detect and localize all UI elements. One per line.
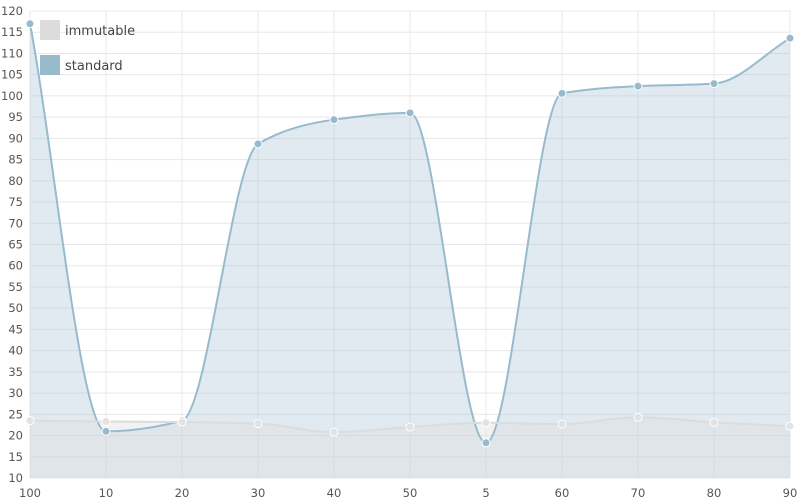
series-points [25,19,795,448]
y-tick-label-20: 20 [8,429,23,443]
y-tick-label-80: 80 [8,174,23,188]
x-tick-label-8: 70 [631,486,646,500]
y-tick-label-10: 10 [8,471,23,485]
data-point-standard-60[interactable] [557,88,567,98]
data-point-immutable-5[interactable] [481,418,491,428]
y-tick-label-100: 100 [1,89,23,103]
series-areas [30,23,790,479]
y-tick-label-50: 50 [8,301,23,315]
y-tick-label-35: 35 [8,365,23,379]
x-tick-label-6: 5 [482,486,489,500]
data-point-immutable-10[interactable] [101,417,111,427]
data-point-immutable-30[interactable] [253,419,263,429]
y-tick-label-85: 85 [8,153,23,167]
y-tick-label-110: 110 [1,46,23,60]
series-area-immutable [30,417,790,478]
y-tick-label-60: 60 [8,259,23,273]
x-tick-label-5: 50 [403,486,418,500]
x-tick-label-1: 10 [99,486,114,500]
legend-swatch-immutable [40,20,60,40]
data-point-standard-5[interactable] [481,438,491,448]
x-axis: 100 10 20 30 40 50 5 60 70 80 90 [19,486,797,500]
y-tick-label-55: 55 [8,280,23,294]
y-tick-label-45: 45 [8,322,23,336]
series-area-standard [30,23,790,479]
y-tick-label-40: 40 [8,344,23,358]
x-tick-label-2: 20 [175,486,190,500]
y-tick-label-30: 30 [8,386,23,400]
data-point-immutable-70[interactable] [633,412,643,422]
data-point-standard-70[interactable] [633,81,643,91]
data-point-standard-100[interactable] [25,19,35,29]
x-tick-label-7: 60 [555,486,570,500]
legend-swatch-standard [40,55,60,75]
x-tick-label-10: 90 [783,486,798,500]
data-point-standard-50[interactable] [405,108,415,118]
y-tick-label-115: 115 [1,25,23,39]
data-point-immutable-100[interactable] [25,416,35,426]
data-point-immutable-50[interactable] [405,422,415,432]
data-point-standard-80[interactable] [709,79,719,89]
data-point-immutable-40[interactable] [329,427,339,437]
data-point-immutable-80[interactable] [709,417,719,427]
data-point-standard-10[interactable] [101,426,111,436]
y-tick-label-120: 120 [1,4,23,18]
y-tick-label-75: 75 [8,195,23,209]
y-tick-label-65: 65 [8,238,23,252]
y-tick-label-95: 95 [8,110,23,124]
legend-label-standard: standard [65,59,123,74]
legend[interactable]: immutable standard [40,20,135,75]
legend-item-immutable[interactable]: immutable [40,20,135,40]
x-tick-label-3: 30 [251,486,266,500]
y-tick-label-105: 105 [1,68,23,82]
y-tick-label-15: 15 [8,450,23,464]
data-point-standard-90[interactable] [785,33,795,43]
y-tick-label-25: 25 [8,407,23,421]
x-tick-label-4: 40 [327,486,342,500]
data-point-immutable-20[interactable] [177,417,187,427]
data-point-immutable-90[interactable] [785,421,795,431]
data-point-immutable-60[interactable] [557,419,567,429]
x-tick-label-0: 100 [19,486,41,500]
legend-item-standard[interactable]: standard [40,55,123,75]
y-tick-label-90: 90 [8,131,23,145]
data-point-standard-30[interactable] [253,139,263,149]
legend-label-immutable: immutable [65,24,135,39]
y-tick-label-70: 70 [8,216,23,230]
y-axis: 10 15 20 25 30 35 40 45 50 55 60 65 70 75 80 85 90 95 100 1… [1,4,23,485]
x-tick-label-9: 80 [707,486,722,500]
data-point-standard-40[interactable] [329,115,339,125]
